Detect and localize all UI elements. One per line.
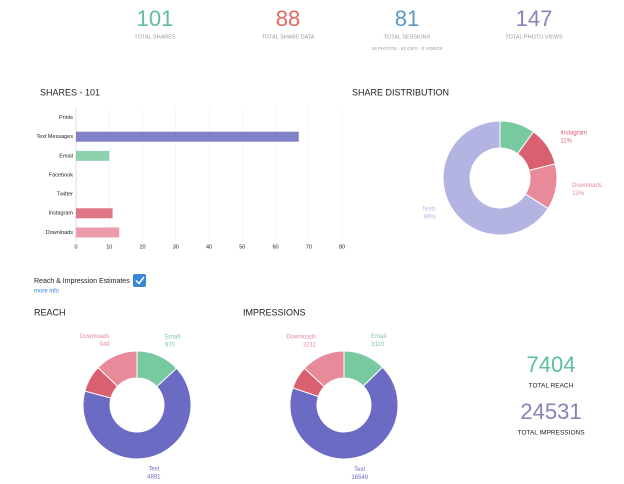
chart-title: SHARES - 101	[40, 87, 100, 97]
donut-slice	[82, 367, 192, 460]
slice-label: Instagram	[560, 131, 587, 137]
slice-label: Downloads	[80, 334, 110, 340]
stat-label: TOTAL SHARES	[134, 34, 175, 40]
checkmark	[135, 276, 145, 285]
x-tick-label: 80	[339, 244, 345, 250]
slice-value: 3211	[303, 342, 317, 348]
total-value: 24531	[520, 399, 581, 424]
slice-value: 66%	[424, 215, 437, 221]
stat-label: TOTAL SHARE DATA	[262, 34, 315, 40]
slice-value: 16549	[351, 475, 368, 481]
bar	[76, 208, 113, 219]
stat-label: TOTAL SESSIONS	[384, 34, 431, 40]
x-tick-label: 0	[74, 244, 77, 250]
stat-value: 88	[276, 6, 300, 31]
x-tick-label: 60	[272, 244, 278, 250]
y-tick-label: Text Messages	[36, 134, 73, 140]
stat-value: 101	[137, 6, 174, 31]
slice-label: Texts	[422, 207, 436, 213]
y-tick-label: Instagram	[49, 211, 74, 217]
stat-value: 147	[516, 6, 553, 31]
estimates-checkbox[interactable]	[133, 274, 146, 287]
bar	[76, 131, 299, 142]
slice-label: Downloads	[572, 183, 602, 189]
x-tick-label: 40	[206, 244, 212, 250]
donut-slice	[289, 366, 399, 460]
chart-title: SHARE DISTRIBUTION	[352, 87, 449, 97]
slice-value: 13%	[572, 191, 585, 197]
x-tick-label: 20	[139, 244, 145, 250]
stat-detail: 18 PHOTOS - 63 GIFS - 0 VIDEOS	[372, 46, 443, 51]
stat-label: TOTAL PHOTO VIEWS	[505, 34, 563, 40]
y-tick-label: Email	[59, 153, 73, 159]
donut-slice	[97, 350, 138, 387]
chart-title: IMPRESSIONS	[243, 307, 306, 317]
x-tick-label: 70	[306, 244, 312, 250]
x-tick-label: 50	[239, 244, 245, 250]
bar	[76, 227, 120, 238]
slice-value: 970	[165, 342, 176, 348]
x-tick-label: 30	[173, 244, 179, 250]
stat-value: 81	[395, 6, 419, 31]
slice-value: 11%	[560, 139, 572, 145]
y-tick-label: Prints	[59, 115, 73, 121]
slice-label: Downloads	[286, 334, 316, 340]
more-info-link[interactable]: more info	[34, 289, 60, 295]
y-tick-label: Twitter	[57, 192, 73, 198]
x-tick-label: 10	[106, 244, 112, 250]
donut-slice	[303, 350, 345, 388]
bar	[76, 150, 110, 161]
chart-title: REACH	[34, 307, 66, 317]
slice-label: Email	[371, 334, 386, 340]
donut-slice	[442, 120, 549, 236]
slice-label: Email	[165, 334, 180, 340]
total-label: TOTAL REACH	[529, 383, 574, 390]
slice-value: 949	[100, 342, 111, 348]
slice-label: Text	[148, 467, 159, 473]
y-tick-label: Downloads	[46, 230, 73, 236]
estimates-label: Reach & Impression Estimates	[34, 278, 130, 285]
y-tick-label: Facebook	[49, 172, 73, 178]
slice-label: Text	[354, 467, 365, 473]
total-value: 7404	[527, 352, 576, 377]
total-label: TOTAL IMPRESSIONS	[517, 430, 585, 437]
slice-value: 3110	[371, 342, 385, 348]
slice-value: 4891	[147, 475, 161, 481]
